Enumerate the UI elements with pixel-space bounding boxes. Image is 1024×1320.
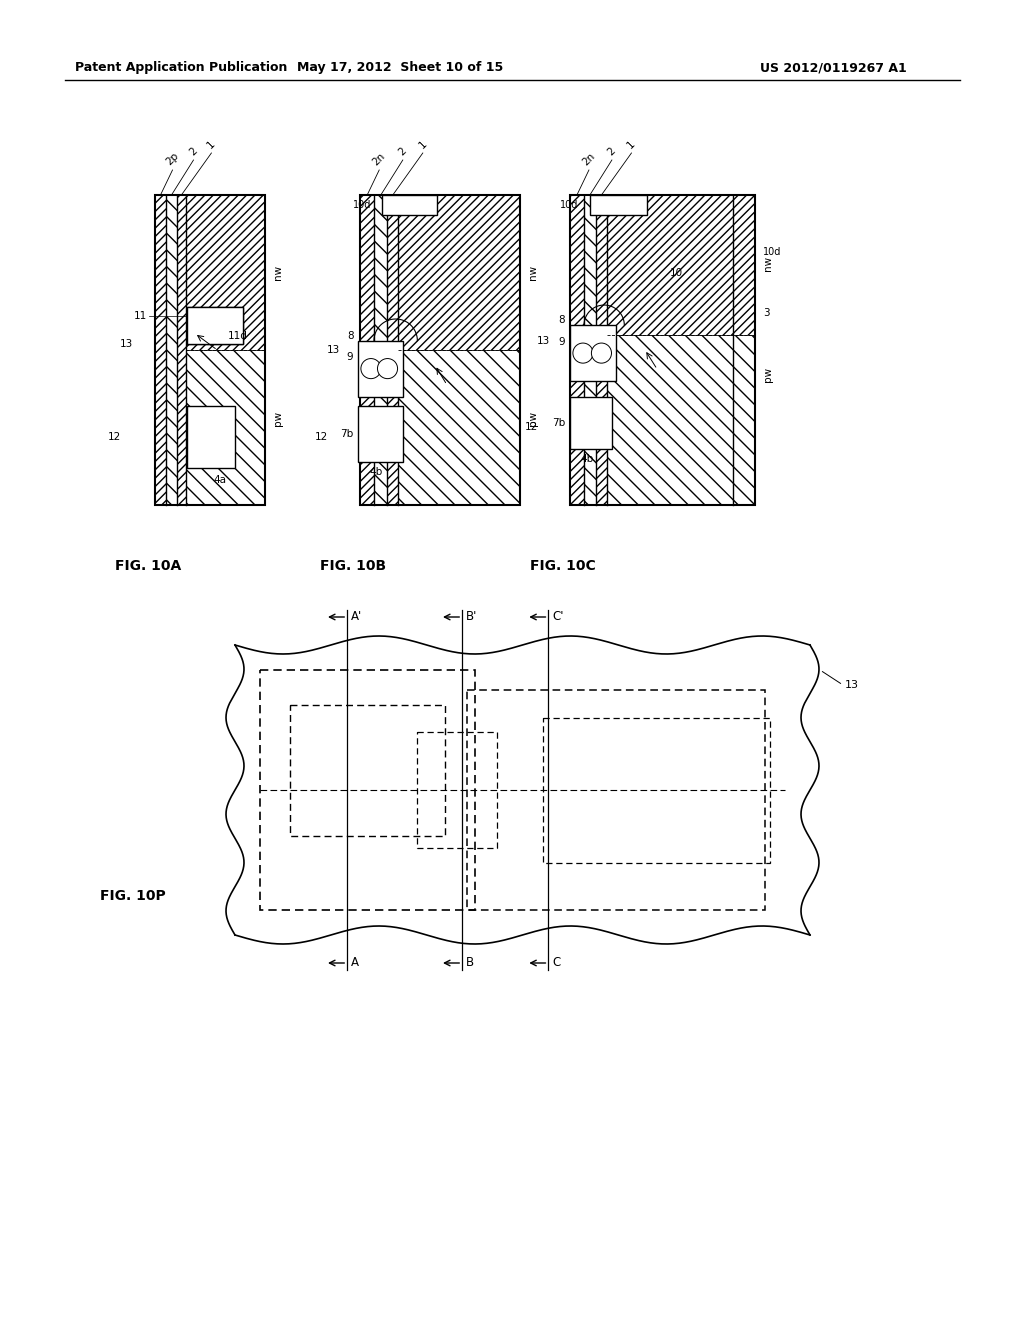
Bar bbox=[607, 334, 733, 506]
Text: 3: 3 bbox=[763, 308, 770, 318]
Text: nw: nw bbox=[528, 265, 538, 280]
Bar bbox=[187, 306, 243, 343]
Text: 8: 8 bbox=[347, 331, 353, 341]
Circle shape bbox=[592, 343, 611, 363]
Bar bbox=[185, 350, 265, 506]
Text: 10d: 10d bbox=[560, 201, 579, 210]
Text: 1: 1 bbox=[417, 139, 429, 150]
Bar bbox=[155, 195, 166, 506]
Bar bbox=[607, 195, 733, 334]
Bar bbox=[358, 341, 403, 396]
Bar bbox=[360, 195, 520, 506]
Text: FIG. 10P: FIG. 10P bbox=[100, 888, 166, 903]
Bar bbox=[584, 195, 596, 506]
Bar bbox=[398, 350, 520, 506]
Bar bbox=[733, 195, 755, 334]
Bar bbox=[155, 195, 265, 506]
Text: C: C bbox=[552, 957, 560, 969]
Text: 1: 1 bbox=[206, 139, 217, 150]
Text: 8: 8 bbox=[558, 315, 565, 325]
Text: 2p: 2p bbox=[164, 150, 180, 168]
Bar bbox=[570, 195, 755, 506]
Text: A': A' bbox=[351, 610, 362, 623]
Text: 13: 13 bbox=[327, 345, 340, 355]
Text: 2: 2 bbox=[397, 145, 409, 157]
Bar bbox=[166, 195, 177, 506]
Text: 4b: 4b bbox=[580, 454, 593, 465]
Text: 9: 9 bbox=[558, 337, 565, 347]
Text: 2: 2 bbox=[606, 145, 617, 157]
Bar bbox=[382, 195, 436, 215]
Text: 13: 13 bbox=[845, 680, 859, 690]
Text: nw: nw bbox=[763, 256, 773, 271]
Text: FIG. 10B: FIG. 10B bbox=[319, 558, 386, 573]
Text: 2n: 2n bbox=[581, 150, 597, 168]
Text: 12: 12 bbox=[314, 432, 328, 442]
Bar bbox=[177, 195, 185, 506]
Text: 7b: 7b bbox=[552, 418, 565, 428]
Bar bbox=[187, 306, 243, 343]
Bar bbox=[570, 195, 584, 506]
Text: 11: 11 bbox=[134, 312, 147, 321]
Text: FIG. 10A: FIG. 10A bbox=[115, 558, 181, 573]
Bar bbox=[570, 396, 611, 449]
Text: 4b: 4b bbox=[370, 467, 383, 478]
Bar bbox=[375, 195, 387, 506]
Bar bbox=[358, 405, 403, 462]
Text: pw: pw bbox=[528, 411, 538, 426]
Text: pw: pw bbox=[273, 411, 283, 426]
Bar bbox=[398, 195, 520, 350]
Text: 2: 2 bbox=[187, 145, 200, 157]
Text: 6: 6 bbox=[590, 348, 596, 358]
Text: May 17, 2012  Sheet 10 of 15: May 17, 2012 Sheet 10 of 15 bbox=[297, 62, 503, 74]
Text: 9: 9 bbox=[347, 352, 353, 363]
Circle shape bbox=[360, 359, 381, 379]
Text: A: A bbox=[351, 957, 359, 969]
Text: 13: 13 bbox=[537, 335, 550, 346]
Circle shape bbox=[572, 343, 593, 363]
Bar bbox=[260, 671, 475, 909]
Text: 12: 12 bbox=[108, 432, 121, 442]
Text: B': B' bbox=[466, 610, 477, 623]
Text: 1: 1 bbox=[626, 139, 637, 150]
Text: 7b: 7b bbox=[340, 429, 353, 438]
Bar bbox=[290, 705, 444, 836]
Bar bbox=[417, 733, 497, 847]
Text: 10d: 10d bbox=[352, 201, 371, 210]
Text: US 2012/0119267 A1: US 2012/0119267 A1 bbox=[760, 62, 906, 74]
Text: Patent Application Publication: Patent Application Publication bbox=[75, 62, 288, 74]
Text: 10d: 10d bbox=[763, 247, 781, 257]
Text: 11d: 11d bbox=[227, 331, 248, 342]
Text: 10: 10 bbox=[670, 268, 683, 277]
Bar bbox=[590, 195, 646, 215]
Bar bbox=[596, 195, 607, 506]
Text: 2n: 2n bbox=[371, 150, 387, 168]
Text: C': C' bbox=[552, 610, 564, 623]
Circle shape bbox=[378, 359, 397, 379]
Text: 6: 6 bbox=[378, 363, 384, 374]
Bar bbox=[187, 405, 234, 467]
Bar bbox=[570, 325, 616, 381]
Bar bbox=[360, 195, 375, 506]
Text: 4a: 4a bbox=[214, 475, 226, 486]
Bar bbox=[185, 195, 265, 350]
Text: pw: pw bbox=[763, 367, 773, 383]
Bar bbox=[467, 690, 765, 909]
Bar bbox=[387, 195, 398, 506]
Text: 12: 12 bbox=[524, 422, 538, 433]
Text: nw: nw bbox=[273, 265, 283, 280]
Text: 13: 13 bbox=[120, 339, 133, 348]
Bar bbox=[544, 718, 770, 862]
Text: FIG. 10C: FIG. 10C bbox=[530, 558, 596, 573]
Text: B: B bbox=[466, 957, 474, 969]
Bar bbox=[733, 334, 755, 506]
